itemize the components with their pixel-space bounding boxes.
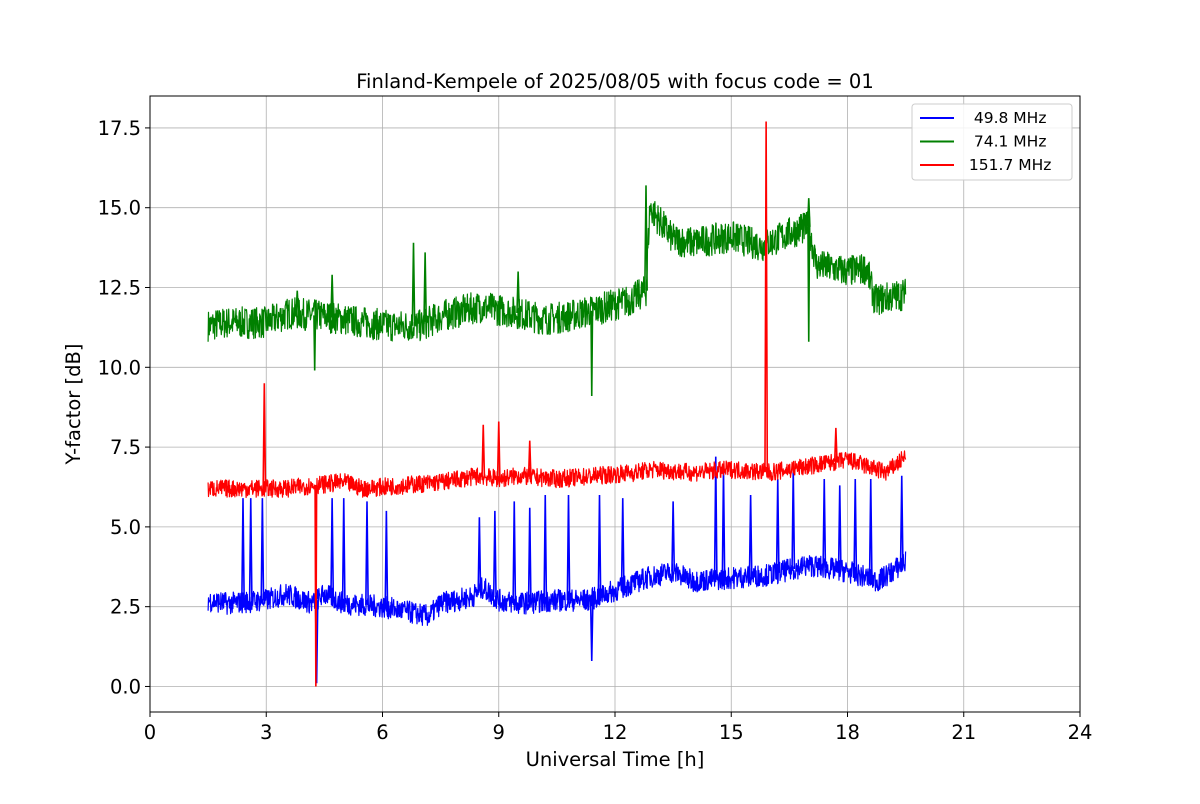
series-spike-49-8-mhz [853,478,858,574]
series-dip-151-7-mhz [314,485,318,687]
series-spike-74-1-mhz [330,274,335,318]
series-spike-49-8-mhz [248,498,253,602]
series-spike-74-1-mhz [516,271,521,314]
series-spike-151-7-mhz [496,421,501,480]
series-spike-151-7-mhz [262,383,267,489]
x-tick-label: 6 [376,721,388,744]
y-tick-label: 2.5 [110,596,141,619]
series-line-49-8-mhz [207,551,907,626]
series-spike-49-8-mhz [748,494,753,577]
series-spike-49-8-mhz [589,598,594,661]
series-spike-74-1-mhz [806,198,811,227]
series-dip-74-1-mhz [590,310,594,397]
series-dip-74-1-mhz [313,315,317,371]
series-spike-74-1-mhz [295,290,300,314]
series-spike-151-7-mhz [764,121,769,473]
series-spike-74-1-mhz [644,185,648,291]
axis-ticks: 0 3 6 9 12 15 18 21 24 0.0 2.5 5.0 7.5 10.0 12.5 15.0 17… [98,117,1093,744]
series-spike-49-8-mhz [241,498,245,603]
series-spike-49-8-mhz [837,485,842,571]
series-spike-49-8-mhz [260,498,265,601]
series-spike-49-8-mhz [822,478,827,568]
series-spike-49-8-mhz [341,498,346,604]
series-spike-49-8-mhz [597,494,602,597]
x-tick-label: 9 [493,721,505,744]
series-spike-74-1-mhz [411,242,416,326]
y-tick-label: 7.5 [110,436,141,459]
x-tick-label: 15 [719,721,744,744]
x-tick-label: 21 [951,721,976,744]
y-tick-label: 15.0 [98,197,141,220]
series-dip-74-1-mhz [807,226,811,342]
series-spike-49-8-mhz [899,475,904,565]
series-spike-151-7-mhz [481,424,486,477]
series-spike-49-8-mhz [477,517,482,591]
series-spike-74-1-mhz [423,252,428,324]
series-line-151-7-mhz [207,450,907,499]
legend-label-74-1-mhz: 74.1 MHz [964,133,1046,151]
y-tick-label: 12.5 [98,277,141,300]
legend: 49.8 MHz 74.1 MHz 151.7 MHz [911,103,1073,181]
series-spike-49-8-mhz [384,510,389,608]
series-spike-49-8-mhz [527,507,532,603]
series-spike-49-8-mhz [868,478,873,579]
x-tick-label: 12 [603,721,628,744]
x-tick-label: 18 [835,721,860,744]
chart-title: Finland-Kempele of 2025/08/05 with focus… [356,70,873,93]
y-tick-label: 0.0 [110,675,141,698]
legend-label-49-8-mhz: 49.8 MHz [964,109,1046,127]
x-tick-label: 3 [260,721,272,744]
series-spike-49-8-mhz [512,501,517,603]
x-tick-label: 24 [1068,721,1093,744]
series-spike-49-8-mhz [713,456,718,580]
series-spike-49-8-mhz [543,494,548,602]
x-tick-label: 0 [144,721,156,744]
y-axis-label: Y-factor [dB] [62,344,85,466]
series-line-74-1-mhz [207,201,907,342]
series-spike-49-8-mhz [566,494,571,601]
x-axis-label: Universal Time [h] [526,748,705,771]
series-spike-49-8-mhz [671,501,676,572]
series-spike-49-8-mhz [492,510,497,598]
series-spike-49-8-mhz [330,498,335,598]
series-spike-74-1-mhz [799,214,803,230]
series-layer [207,121,907,687]
series-spike-151-7-mhz [527,440,532,477]
series-spike-49-8-mhz [620,498,625,588]
y-tick-label: 5.0 [110,516,141,539]
legend-label-151-7-mhz: 151.7 MHz [964,156,1051,174]
series-spike-49-8-mhz [365,501,369,606]
series-spike-151-7-mhz [833,427,838,462]
legend-box [911,103,1073,181]
y-tick-label: 17.5 [98,117,141,140]
y-tick-label: 10.0 [98,356,141,379]
